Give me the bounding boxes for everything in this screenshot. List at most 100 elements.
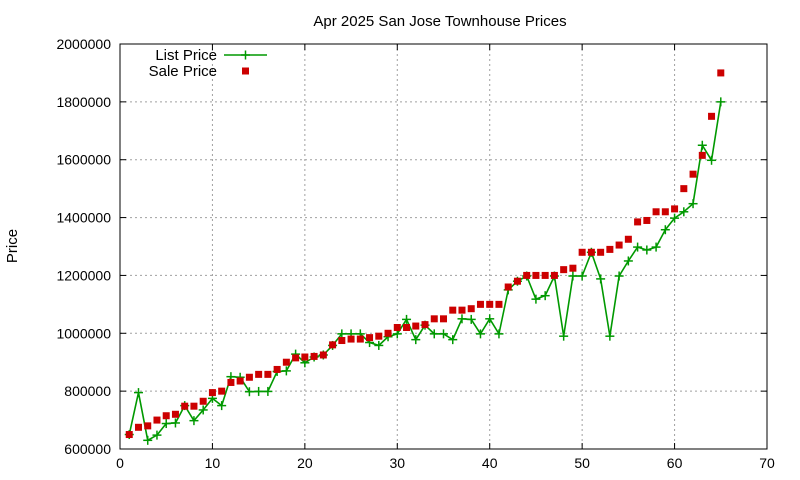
y-tick-label: 1400000 — [56, 210, 111, 226]
data-point-sale-price — [708, 112, 716, 120]
data-point-sale-price — [190, 402, 198, 410]
data-point-sale-price — [476, 300, 484, 308]
data-point-list-price — [559, 331, 569, 341]
y-tick-label: 1200000 — [56, 267, 111, 283]
data-point-list-price — [374, 340, 384, 350]
data-point-sale-price — [430, 315, 438, 323]
data-point-sale-price — [375, 332, 383, 340]
data-point-sale-price — [680, 185, 688, 193]
data-point-sale-price — [264, 370, 272, 378]
chart-title: Apr 2025 San Jose Townhouse Prices — [313, 13, 566, 30]
data-point-list-price — [143, 435, 153, 445]
data-point-sale-price — [393, 324, 401, 331]
data-point-list-price — [697, 140, 707, 150]
data-point-list-price — [688, 199, 698, 209]
data-point-sale-price — [236, 377, 244, 385]
data-point-sale-price — [356, 335, 364, 343]
data-point-sale-price — [338, 337, 346, 345]
data-point-sale-price — [245, 373, 253, 381]
data-point-list-price — [133, 388, 143, 398]
axis-ticks: 0 10 20 30 40 50 60 70 600000 800000 1000000 120000… — [56, 36, 775, 471]
data-point-list-price — [623, 256, 633, 266]
data-point-list-price — [605, 331, 615, 341]
plot-frame — [119, 43, 768, 450]
data-point-list-price — [189, 416, 199, 426]
data-point-sale-price — [319, 351, 327, 359]
data-point-list-price — [198, 405, 208, 415]
data-point-sale-price — [144, 422, 152, 430]
data-point-list-price — [439, 329, 448, 339]
data-point-list-price — [614, 271, 624, 281]
data-point-sale-price — [199, 397, 207, 405]
data-point-list-price — [402, 314, 412, 324]
data-point-sale-price — [560, 266, 568, 274]
data-point-list-price — [596, 274, 606, 284]
x-tick-label: 50 — [574, 455, 590, 471]
data-point-sale-price — [652, 208, 660, 216]
legend: List Price Sale Price — [149, 47, 267, 80]
y-tick-label: 1800000 — [56, 94, 111, 110]
y-tick-label: 2000000 — [56, 36, 111, 52]
data-point-list-price — [411, 335, 421, 345]
legend-label-list-price: List Price — [155, 47, 217, 64]
data-point-list-price — [217, 401, 227, 411]
data-point-sale-price — [550, 271, 558, 279]
data-point-sale-price — [384, 329, 392, 337]
data-point-sale-price — [181, 402, 189, 410]
data-point-list-price — [457, 314, 467, 324]
data-point-sale-price — [615, 241, 623, 249]
data-point-sale-price — [366, 334, 374, 342]
legend-sample-list-price — [224, 50, 267, 60]
data-point-sale-price — [513, 277, 521, 285]
data-point-list-price — [651, 242, 661, 252]
data-point-list-price — [244, 387, 254, 397]
data-point-sale-price — [587, 248, 595, 256]
data-point-list-price — [337, 329, 347, 339]
data-point-sale-price — [578, 248, 586, 256]
data-point-list-price — [475, 329, 485, 339]
data-point-sale-price — [467, 305, 475, 313]
data-point-list-price — [170, 418, 180, 428]
data-point-sale-price — [421, 321, 429, 329]
data-point-sale-price — [255, 370, 263, 378]
data-point-sale-price — [661, 208, 669, 216]
plot-series — [124, 69, 726, 445]
data-point-list-price — [494, 329, 504, 339]
data-point-list-price — [679, 207, 689, 217]
data-point-sale-price — [458, 306, 466, 314]
data-point-sale-price — [689, 170, 697, 178]
data-point-sale-price — [329, 341, 337, 349]
x-tick-label: 30 — [389, 455, 405, 471]
data-point-list-price — [263, 386, 273, 396]
data-point-sale-price — [541, 271, 549, 279]
data-point-sale-price — [218, 387, 226, 395]
data-point-sale-price — [495, 300, 503, 308]
legend-sample-sale-price — [242, 67, 249, 75]
x-tick-label: 10 — [205, 455, 221, 471]
data-point-list-price — [254, 386, 264, 396]
data-point-list-price — [577, 271, 587, 281]
legend-label-sale-price: Sale Price — [149, 63, 217, 80]
y-tick-label: 600000 — [64, 441, 111, 457]
data-point-list-price — [540, 291, 550, 301]
data-point-list-price — [670, 213, 680, 223]
y-tick-label: 1000000 — [56, 325, 111, 341]
data-point-list-price — [152, 430, 162, 440]
data-point-sale-price — [717, 69, 725, 77]
legend-marker-sale-price — [242, 67, 249, 75]
x-tick-label: 20 — [297, 455, 313, 471]
data-point-list-price — [531, 294, 541, 304]
data-point-sale-price — [624, 235, 632, 243]
data-point-sale-price — [292, 354, 300, 362]
data-point-list-price — [716, 97, 726, 107]
data-point-sale-price — [282, 358, 290, 366]
y-tick-label: 1600000 — [56, 152, 111, 168]
data-point-sale-price — [486, 300, 494, 308]
data-point-sale-price — [412, 322, 420, 330]
data-point-list-price — [281, 366, 291, 376]
data-point-sale-price — [227, 378, 235, 386]
data-point-sale-price — [532, 271, 540, 279]
data-point-sale-price — [569, 264, 577, 272]
data-point-list-price — [161, 419, 171, 429]
